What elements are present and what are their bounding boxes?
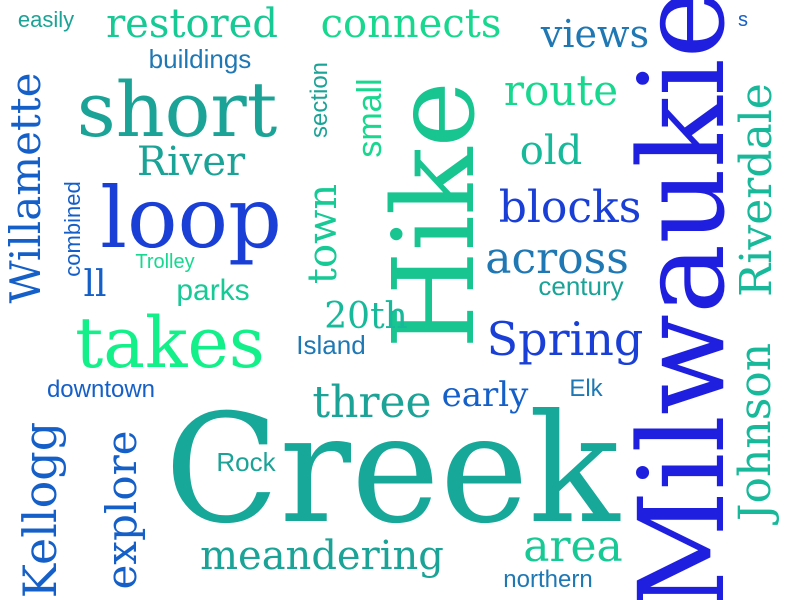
word-elk: Elk <box>569 375 603 402</box>
word-explore: explore <box>97 430 146 590</box>
word-rock: Rock <box>216 447 276 477</box>
word-island: Island <box>296 330 366 360</box>
word-kellogg: Kellogg <box>13 421 67 599</box>
word-milwaukie: Milwaukie <box>613 0 751 600</box>
word-restored: restored <box>106 1 278 47</box>
word-meandering: meandering <box>200 533 444 579</box>
word-century: century <box>538 271 624 301</box>
word-across: across <box>485 233 629 284</box>
word-old: old <box>519 128 583 174</box>
word-town: town <box>300 183 346 285</box>
word-river: River <box>136 139 246 185</box>
word-downtown: downtown <box>46 376 156 403</box>
word-short: short <box>76 65 278 154</box>
word-20th: 20th <box>324 296 408 337</box>
word-northern: northern <box>503 566 593 593</box>
word-three: three <box>312 377 432 428</box>
word-parks: parks <box>176 274 250 307</box>
word-buildings: buildings <box>148 44 252 74</box>
word-creek: Creek <box>164 383 620 557</box>
word-johnson: Johnson <box>730 342 781 522</box>
word-connects: connects <box>320 1 502 47</box>
word-small: small <box>351 78 389 158</box>
word-spring: Spring <box>486 312 644 366</box>
word-willamette: Willamette <box>1 72 50 304</box>
word-section: section <box>306 61 333 139</box>
word-easily: easily <box>17 7 75 32</box>
word-early: early <box>441 375 529 415</box>
word-takes: takes <box>75 302 265 384</box>
word-trolley: Trolley <box>135 251 195 273</box>
word-ll: ll <box>83 264 107 305</box>
word-loop: loop <box>100 169 282 267</box>
word-riverdale: Riverdale <box>731 83 782 297</box>
word-combined: combined <box>60 181 85 277</box>
word-area: area <box>523 521 623 572</box>
word-blocks: blocks <box>498 182 642 233</box>
word-s: s <box>738 9 748 31</box>
word-route: route <box>503 66 619 115</box>
word-views: views <box>540 12 650 56</box>
